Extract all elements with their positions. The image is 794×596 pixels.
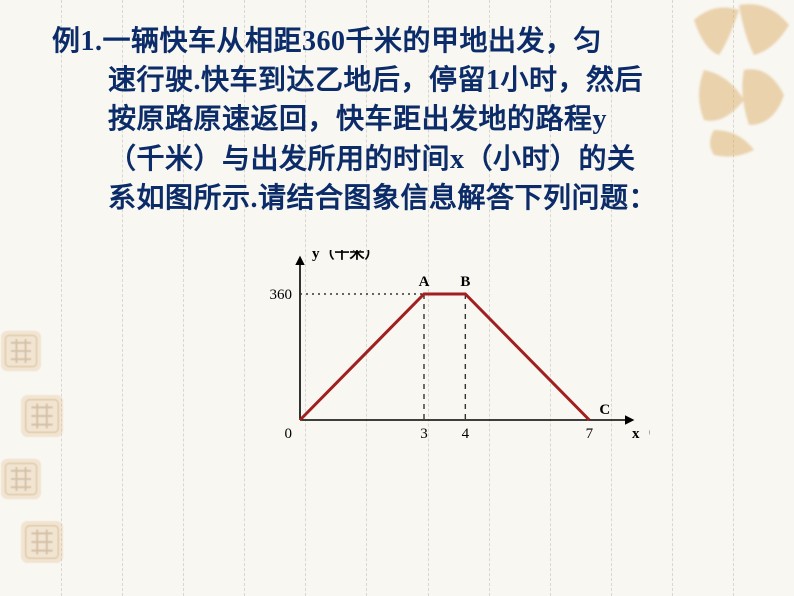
svg-text:7: 7	[586, 426, 594, 442]
svg-text:0: 0	[285, 426, 293, 442]
seal-stamp	[0, 330, 42, 372]
svg-text:360: 360	[270, 287, 293, 303]
text-line-1: 例1.一辆快车从相距360千米的甲地出发，匀	[52, 26, 602, 57]
seal-stamp	[0, 458, 42, 500]
text-line-2: 速行驶.快车到达乙地后，停留1小时，然后	[52, 61, 752, 100]
text-line-3: 按原路原速返回，快车距出发地的路程y	[52, 100, 752, 139]
text-line-4: （千米）与出发所用的时间x（小时）的关	[52, 140, 752, 179]
svg-text:x（小时）: x（小时）	[632, 424, 650, 442]
svg-text:B: B	[460, 274, 470, 290]
svg-text:4: 4	[462, 426, 470, 442]
seal-stamp	[20, 394, 64, 438]
svg-text:3: 3	[420, 426, 428, 442]
text-line-5: 系如图所示.请结合图象信息解答下列问题：	[52, 179, 752, 218]
chart-svg: 360 0 3 4 7 y（千米） x（小时） A B C	[230, 250, 650, 460]
svg-text:A: A	[419, 274, 430, 290]
distance-time-chart: 360 0 3 4 7 y（千米） x（小时） A B C	[230, 250, 650, 460]
svg-text:C: C	[599, 402, 610, 418]
problem-statement: 例1.一辆快车从相距360千米的甲地出发，匀 速行驶.快车到达乙地后，停留1小时…	[52, 22, 752, 218]
svg-text:y（千米）: y（千米）	[312, 250, 380, 262]
seal-stamp	[20, 520, 64, 564]
